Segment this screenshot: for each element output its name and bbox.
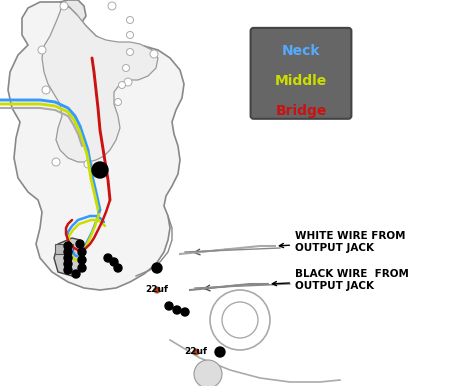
- Circle shape: [38, 46, 46, 54]
- Circle shape: [92, 162, 108, 178]
- Circle shape: [194, 360, 222, 386]
- Circle shape: [165, 302, 173, 310]
- Circle shape: [114, 264, 122, 272]
- Text: Middle: Middle: [275, 74, 327, 88]
- Circle shape: [108, 2, 116, 10]
- Circle shape: [115, 98, 121, 105]
- Circle shape: [181, 308, 189, 316]
- Circle shape: [150, 50, 158, 58]
- Circle shape: [60, 2, 68, 10]
- Circle shape: [64, 266, 72, 274]
- Circle shape: [64, 254, 72, 262]
- Text: Neck: Neck: [282, 44, 320, 58]
- Circle shape: [118, 81, 126, 88]
- Circle shape: [193, 349, 199, 355]
- Circle shape: [64, 260, 72, 268]
- Text: WHITE WIRE FROM
OUTPUT JACK: WHITE WIRE FROM OUTPUT JACK: [279, 231, 405, 253]
- Circle shape: [78, 256, 86, 264]
- Text: 22uf: 22uf: [146, 286, 168, 295]
- Circle shape: [64, 242, 72, 250]
- Circle shape: [152, 263, 162, 273]
- Circle shape: [127, 32, 134, 39]
- Text: BLACK WIRE  FROM
OUTPUT JACK: BLACK WIRE FROM OUTPUT JACK: [273, 269, 409, 291]
- Circle shape: [124, 78, 132, 86]
- Circle shape: [78, 248, 86, 256]
- FancyBboxPatch shape: [55, 244, 73, 254]
- Circle shape: [76, 240, 84, 248]
- Circle shape: [110, 258, 118, 266]
- Text: 22uf: 22uf: [184, 347, 208, 357]
- Circle shape: [154, 287, 160, 293]
- Polygon shape: [60, 0, 86, 22]
- Circle shape: [122, 64, 129, 71]
- Circle shape: [215, 347, 225, 357]
- Circle shape: [72, 270, 80, 278]
- Circle shape: [127, 17, 134, 24]
- Polygon shape: [54, 238, 82, 276]
- Circle shape: [127, 49, 134, 56]
- Circle shape: [78, 264, 86, 272]
- Circle shape: [42, 86, 50, 94]
- Circle shape: [155, 288, 159, 292]
- Text: Bridge: Bridge: [275, 104, 327, 118]
- Circle shape: [104, 254, 112, 262]
- Circle shape: [173, 306, 181, 314]
- Circle shape: [52, 158, 60, 166]
- Circle shape: [194, 350, 198, 354]
- Circle shape: [64, 248, 72, 256]
- Circle shape: [84, 160, 92, 168]
- FancyBboxPatch shape: [251, 28, 351, 119]
- Polygon shape: [8, 2, 184, 290]
- Polygon shape: [42, 4, 158, 162]
